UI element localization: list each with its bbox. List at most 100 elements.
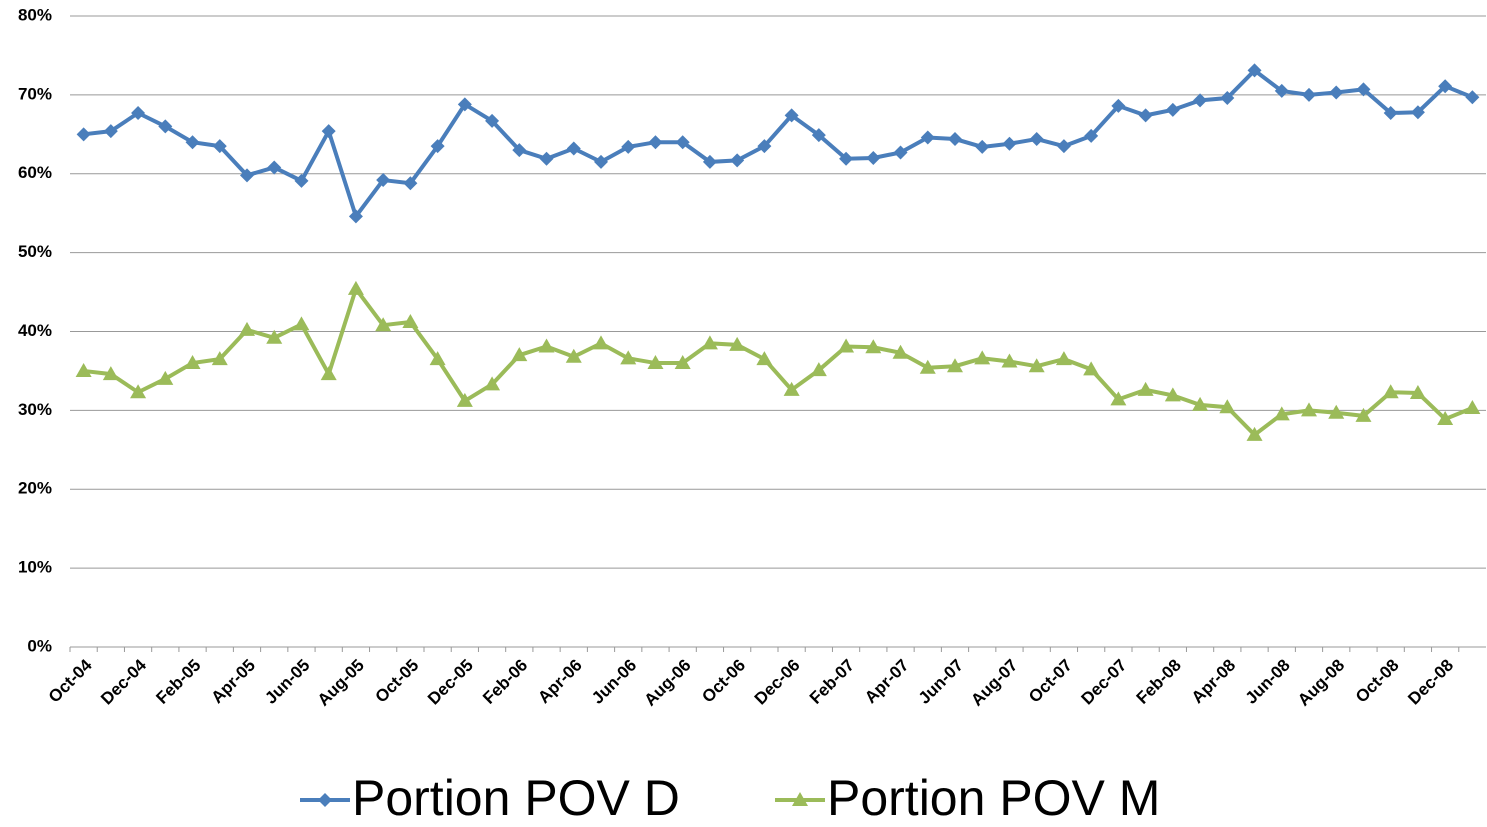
data-point — [1029, 132, 1044, 147]
x-tick-label: Oct-07 — [1025, 656, 1076, 707]
data-point — [810, 362, 827, 377]
x-tick-label: Aug-05 — [314, 656, 368, 710]
series-line — [83, 284, 1474, 438]
y-tick-label: 80% — [18, 5, 52, 24]
data-point — [675, 135, 690, 150]
x-tick-label: Oct-05 — [372, 656, 423, 707]
data-point — [376, 173, 391, 188]
data-point — [76, 127, 91, 142]
data-point — [402, 314, 419, 329]
data-point — [621, 139, 636, 154]
data-point — [647, 355, 664, 370]
data-point — [1110, 391, 1127, 406]
data-point — [538, 338, 555, 353]
data-point — [266, 329, 283, 344]
data-point — [566, 141, 581, 156]
data-point — [511, 347, 528, 362]
data-point — [1028, 358, 1045, 373]
data-point — [1356, 82, 1371, 97]
data-point — [974, 350, 991, 365]
x-tick-label: Jun-05 — [261, 656, 313, 708]
data-point — [593, 335, 609, 350]
data-point — [1055, 351, 1072, 366]
data-point — [375, 317, 392, 332]
data-point — [920, 130, 935, 145]
data-point — [456, 392, 473, 407]
data-point — [240, 168, 254, 183]
data-point — [783, 381, 800, 396]
data-point — [947, 358, 963, 373]
data-point — [865, 339, 882, 354]
legend-label: Portion POV M — [827, 770, 1160, 826]
data-point — [185, 135, 200, 150]
x-tick-label: Dec-07 — [1078, 656, 1131, 709]
data-point — [1246, 426, 1263, 441]
x-tick-label: Dec-04 — [97, 655, 150, 708]
data-point — [1437, 411, 1454, 426]
x-tick-label: Oct-04 — [45, 655, 96, 706]
data-point — [1273, 406, 1290, 421]
data-point — [702, 154, 717, 169]
data-point — [267, 160, 282, 175]
data-point — [318, 793, 332, 807]
legend-label: Portion POV D — [352, 770, 680, 826]
data-point — [320, 366, 337, 381]
data-point — [730, 153, 745, 168]
data-point — [158, 119, 173, 134]
data-point — [1355, 407, 1372, 422]
data-point — [1137, 381, 1154, 396]
data-point — [648, 135, 663, 150]
data-point — [784, 108, 799, 123]
y-tick-label: 30% — [18, 400, 52, 419]
data-point — [1192, 396, 1209, 411]
data-point — [403, 176, 418, 191]
data-point — [701, 335, 718, 350]
data-point — [184, 355, 201, 370]
data-point — [1465, 90, 1480, 105]
x-tick-label: Feb-08 — [1133, 656, 1185, 708]
data-point — [674, 355, 691, 370]
x-tick-label: Oct-08 — [1352, 656, 1403, 707]
data-point — [1274, 83, 1289, 98]
data-point — [1220, 91, 1235, 106]
x-tick-label: Jun-08 — [1242, 656, 1294, 708]
data-point — [893, 145, 908, 160]
data-point — [131, 106, 146, 121]
data-point — [1383, 106, 1398, 121]
data-point — [1329, 85, 1344, 100]
data-point — [293, 316, 310, 331]
data-point — [130, 384, 147, 399]
data-point — [1164, 387, 1181, 402]
data-point — [457, 97, 472, 112]
series — [76, 63, 1480, 224]
y-tick-label: 20% — [18, 479, 52, 498]
data-point — [792, 792, 808, 806]
data-point — [321, 124, 336, 139]
y-tick-label: 0% — [27, 636, 52, 655]
data-point — [1409, 385, 1426, 400]
data-point — [565, 348, 582, 363]
data-point — [948, 132, 962, 147]
x-tick-label: Feb-06 — [479, 656, 531, 708]
data-point — [756, 351, 773, 366]
y-tick-label: 40% — [18, 321, 52, 340]
data-point — [211, 351, 228, 366]
data-point — [1165, 102, 1180, 117]
data-point — [539, 151, 554, 166]
data-point — [1302, 87, 1316, 102]
x-tick-label: Jun-06 — [588, 656, 640, 708]
data-point — [892, 344, 909, 359]
data-point — [838, 338, 855, 353]
legend-item: Portion POV D — [300, 770, 680, 826]
data-point — [348, 209, 363, 224]
data-point — [212, 139, 227, 154]
legend-item: Portion POV M — [775, 770, 1160, 826]
data-point — [157, 370, 174, 385]
data-point — [1438, 79, 1453, 94]
data-point — [1382, 384, 1399, 399]
data-point — [594, 154, 608, 169]
x-tick-label: Aug-08 — [1294, 656, 1348, 710]
data-point — [1464, 400, 1481, 415]
data-point — [1056, 139, 1071, 154]
